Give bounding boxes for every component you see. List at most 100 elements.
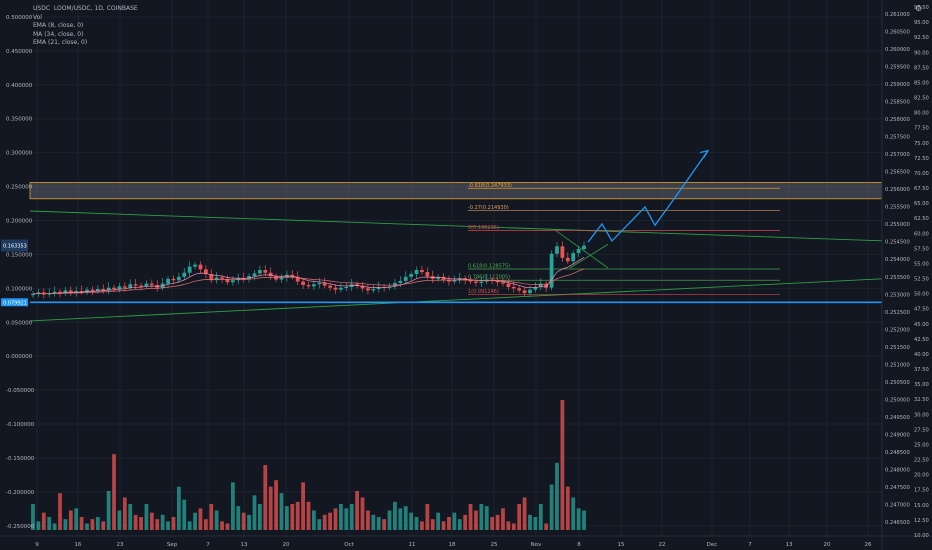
candle-body <box>263 270 268 273</box>
percent-axis-tick-label: 32.50 <box>914 397 929 403</box>
candle-body <box>301 281 305 285</box>
x-axis-tick-label: 7 <box>748 542 752 548</box>
candle-body <box>182 272 187 277</box>
volume-bar <box>182 499 187 530</box>
left-axis-tick-label: 0.100000 <box>6 286 33 292</box>
x-axis-tick-label: 26 <box>865 542 872 548</box>
volume-bar <box>133 514 138 530</box>
indicator-ema8[interactable]: EMA (8, close, 0) <box>33 22 84 30</box>
candle-body <box>479 281 484 283</box>
percent-axis-tick-label: 70.00 <box>914 171 929 177</box>
volume-bar <box>447 517 451 530</box>
fib-label: 1(0.091246) <box>468 289 499 295</box>
left-axis-tick-label: -0.250000 <box>6 524 35 530</box>
resistance-zone <box>29 182 883 200</box>
volume-bar <box>155 519 160 530</box>
price-axis-tick-label: 0.248500 <box>885 450 910 456</box>
price-axis-tick-label: 0.256000 <box>885 187 910 193</box>
candle-body <box>290 274 295 277</box>
volume-bar <box>436 512 441 530</box>
percent-axis-tick-label: 62.50 <box>914 216 929 222</box>
volume-bar <box>565 486 570 530</box>
trend-line-lower <box>29 278 883 322</box>
indicator-ema21[interactable]: EMA (21, close, 0) <box>33 39 88 47</box>
candle-body <box>582 245 586 250</box>
percent-axis-tick-label: 50.00 <box>914 292 929 298</box>
volume-bar <box>387 510 392 530</box>
volume-bar <box>376 517 381 530</box>
volume-bar <box>333 508 338 530</box>
volume-bar <box>187 521 192 530</box>
volume-bar <box>31 504 35 530</box>
candle-body <box>209 274 214 281</box>
x-axis-tick-label: 13 <box>786 542 793 548</box>
symbol-title[interactable]: USDC LOOM/USDC, 1D, COINBASE <box>33 5 138 14</box>
candle-body <box>90 289 95 292</box>
volume-bar <box>41 512 46 530</box>
volume-bar <box>479 504 484 530</box>
x-axis-tick-label: 25 <box>491 542 498 548</box>
price-axis-tick-label: 0.251500 <box>885 345 910 351</box>
candle-body <box>328 285 332 288</box>
candle-body <box>495 280 500 283</box>
x-axis-tick-label: 20 <box>824 542 831 548</box>
volume-bar <box>425 504 430 530</box>
candle-body <box>506 283 511 287</box>
percent-axis-tick-label: 95.00 <box>914 20 929 26</box>
price-axis-tick-label: 0.259500 <box>885 65 910 71</box>
candle-body <box>144 283 149 287</box>
percent-axis-tick-label: 27.50 <box>914 427 929 433</box>
volume-bar <box>285 506 289 530</box>
volume-bar <box>555 462 559 530</box>
price-axis-tick-label: 0.255000 <box>885 222 910 228</box>
volume-bar <box>452 512 457 530</box>
volume-bar <box>101 521 106 530</box>
candle-body <box>31 293 35 296</box>
left-axis-tick-label: 0.500000 <box>6 15 33 21</box>
price-axis-tick-label: 0.254500 <box>885 240 910 246</box>
candle-body <box>420 270 424 273</box>
candle-body <box>339 287 343 290</box>
price-axis-tick-label: 0.259000 <box>885 82 910 88</box>
volume-bar <box>468 504 473 530</box>
candle-body <box>176 276 181 281</box>
percent-axis-tick-label: 47.50 <box>914 307 929 313</box>
fib-label: -0.27(0.214930) <box>468 205 509 211</box>
settings-icon[interactable]: ⚙ <box>915 4 923 13</box>
fib-label: 0.618(0.128575) <box>468 264 510 270</box>
left-axis-tick-label: -0.150000 <box>6 456 35 462</box>
candle-body <box>36 292 41 294</box>
percent-axis-tick-label: 60.00 <box>914 231 929 237</box>
left-axis-tick-label: 0.200000 <box>6 219 33 225</box>
volume-bar <box>144 504 149 530</box>
price-axis-tick-label: 0.251000 <box>885 362 910 368</box>
candle-body <box>322 282 327 286</box>
x-axis-tick-label: 15 <box>618 542 625 548</box>
candle-body <box>63 290 68 294</box>
candle-body <box>68 290 73 293</box>
level-price-tag <box>1 298 28 307</box>
candle-body <box>166 278 170 284</box>
volume-bar <box>511 523 516 530</box>
candle-body <box>187 266 192 273</box>
candle-body <box>74 291 79 293</box>
percent-axis-tick-label: 57.50 <box>914 246 929 252</box>
candle-body <box>101 289 106 291</box>
price-axis-tick-label: 0.247500 <box>885 485 910 491</box>
x-axis-tick-label: 13 <box>241 542 248 548</box>
current-price-tag <box>1 239 28 252</box>
volume-bar <box>117 510 122 530</box>
volume-bar <box>279 493 284 530</box>
triangle-line <box>555 230 609 269</box>
indicator-ma34[interactable]: MA (34, close, 0) <box>33 30 84 38</box>
indicator-vol[interactable]: Vol <box>33 13 42 21</box>
volume-bar <box>544 523 549 530</box>
volume-bar <box>344 508 349 530</box>
x-axis-tick-label: Sep <box>167 542 178 548</box>
candle-body <box>252 273 257 277</box>
candle-body <box>85 289 89 292</box>
percent-axis-tick-label: 87.50 <box>914 65 929 71</box>
candle-body <box>230 280 235 283</box>
